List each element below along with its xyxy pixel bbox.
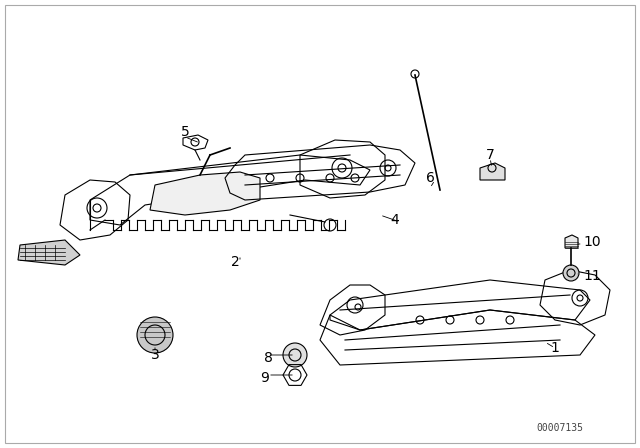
Polygon shape [480, 163, 505, 180]
Polygon shape [565, 235, 578, 248]
Text: 3: 3 [150, 348, 159, 362]
Circle shape [137, 317, 173, 353]
Circle shape [283, 343, 307, 367]
Text: 5: 5 [180, 125, 189, 139]
Text: 11: 11 [583, 269, 601, 283]
Text: 4: 4 [390, 213, 399, 227]
Polygon shape [18, 240, 80, 265]
Text: 00007135: 00007135 [536, 423, 584, 433]
Polygon shape [150, 172, 260, 215]
Text: 8: 8 [264, 351, 273, 365]
Text: 2: 2 [230, 255, 239, 269]
Text: 9: 9 [260, 371, 269, 385]
Text: 1: 1 [550, 341, 559, 355]
Text: 7: 7 [486, 148, 494, 162]
Text: 10: 10 [583, 235, 600, 249]
Text: 6: 6 [426, 171, 435, 185]
Circle shape [563, 265, 579, 281]
